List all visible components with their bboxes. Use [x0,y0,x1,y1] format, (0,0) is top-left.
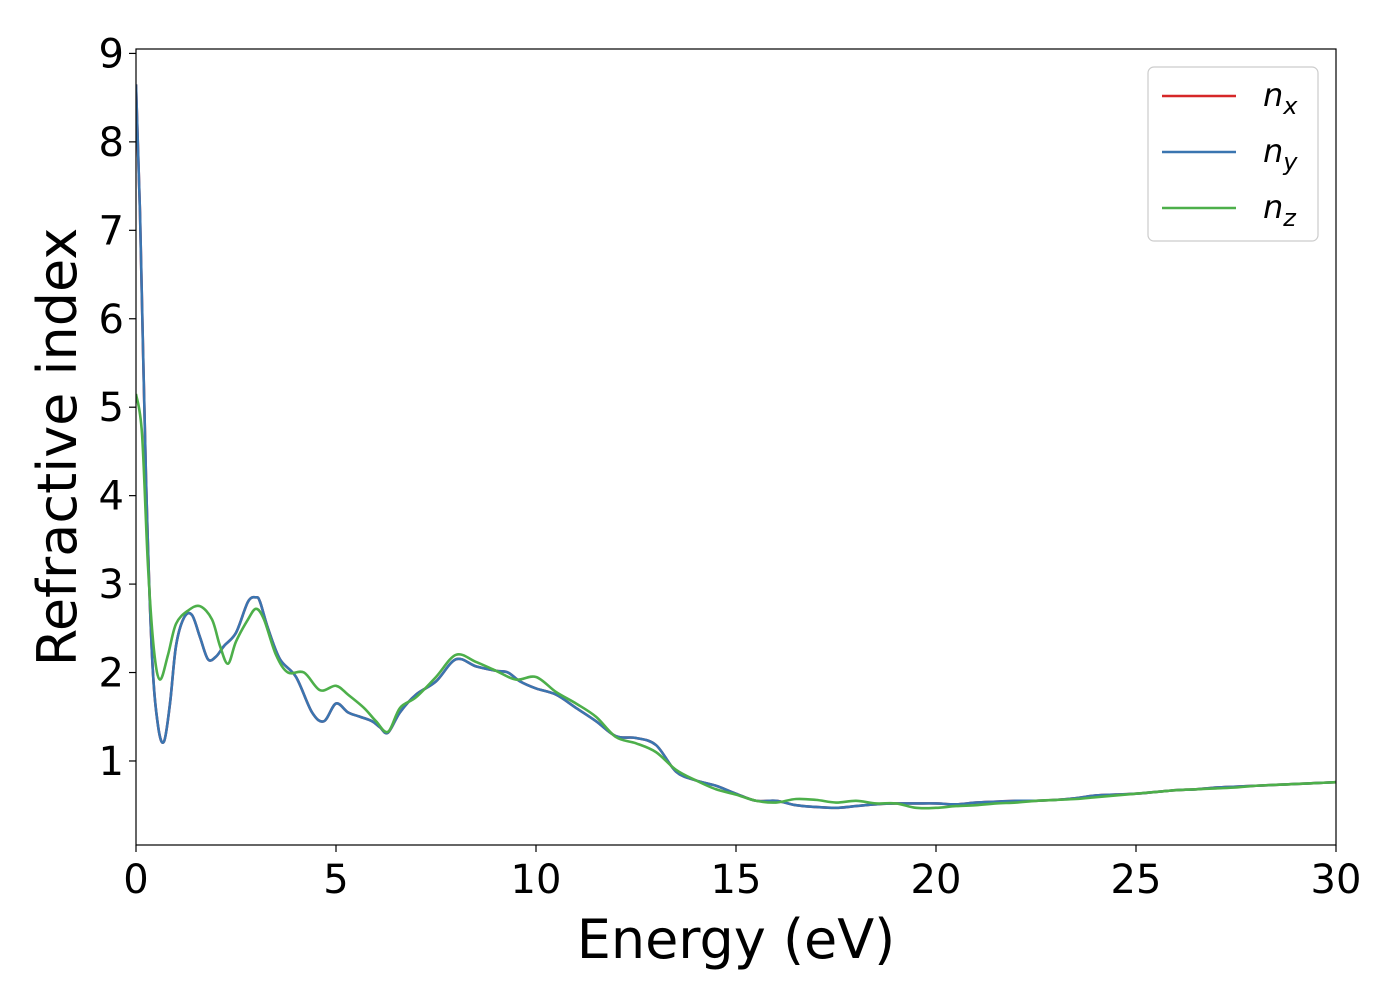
legend-label-subscript: x [1282,92,1298,120]
legend-label-base: n [1263,76,1283,114]
y-tick-label: 7 [99,208,124,254]
y-axis-title: Refractive index [26,228,89,667]
y-tick-label: 8 [99,120,124,166]
y-tick-label: 4 [99,474,124,520]
y-tick-label: 3 [99,562,124,608]
x-axis-title: Energy (eV) [577,908,896,971]
x-tick-label: 10 [511,857,562,903]
x-tick-label: 25 [1111,857,1162,903]
axis-ticks: 0 5 10 15 20 25 30 1 2 3 4 5 6 7 8 9 [99,31,1362,903]
y-tick-label: 1 [99,739,124,785]
x-tick-label: 30 [1311,857,1362,903]
plot-lines [136,84,1336,810]
legend-label-y: ny [1263,132,1298,176]
legend-label-base: n [1263,188,1283,226]
x-tick-label: 15 [711,857,762,903]
x-tick-label: 20 [911,857,962,903]
y-tick-label: 2 [99,651,124,697]
legend-label-base: n [1263,132,1283,170]
y-tick-label: 6 [99,297,124,343]
y-tick-label: 9 [99,31,124,77]
legend-label-x: nx [1263,76,1298,120]
x-tick-label: 0 [123,857,148,903]
series-line-z [136,393,1336,810]
legend-label-z: nz [1263,188,1297,232]
legend-label-subscript: y [1282,148,1298,176]
y-tick-label: 5 [99,385,124,431]
legend-box [1147,66,1319,242]
x-tick-label: 5 [323,857,348,903]
legend-label-subscript: z [1282,204,1297,232]
